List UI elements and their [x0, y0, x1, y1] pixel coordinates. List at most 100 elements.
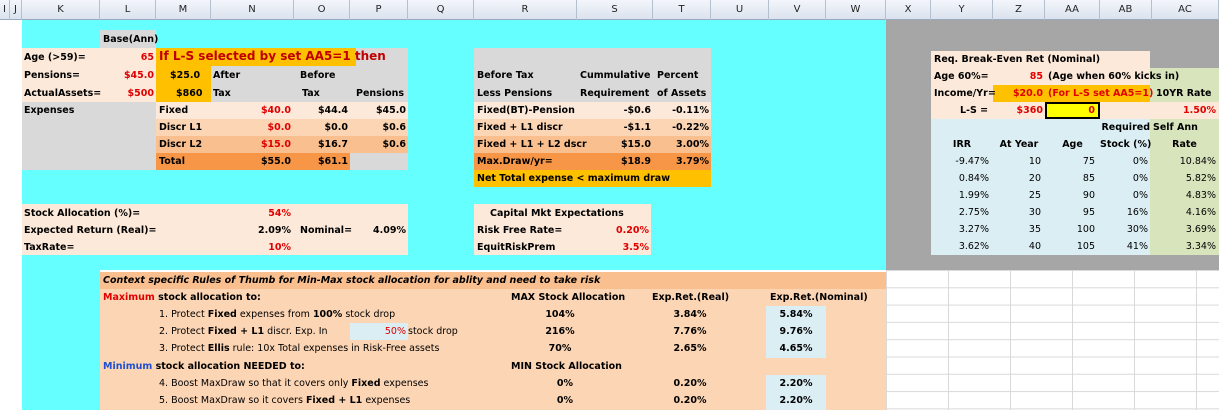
- col-self-ann: Self Ann: [1153, 122, 1198, 133]
- expense-l2-p: $0.6: [382, 139, 406, 150]
- mid-h2c: of Assets: [657, 88, 707, 99]
- rule-4-real: 0.20%: [673, 378, 707, 389]
- assets-value[interactable]: $500: [127, 88, 154, 99]
- col-exp-nominal: Exp.Ret.(Nominal): [770, 292, 868, 303]
- rule-3-b: Ellis: [207, 343, 230, 354]
- net-total-fill: [474, 170, 711, 187]
- rule-2-drop-pct[interactable]: 50%: [384, 326, 406, 337]
- expense-name-l1: Discr L1: [159, 122, 203, 133]
- expense-l2-n[interactable]: $15.0: [260, 139, 291, 150]
- rule-2-b: Fixed + L1: [207, 326, 265, 337]
- column-header-ac[interactable]: AC: [1152, 0, 1219, 20]
- expense-fixed-n[interactable]: $40.0: [260, 105, 291, 116]
- mid-row2-s: -$1.1: [623, 122, 651, 133]
- mid-row3-s: $15.0: [620, 139, 651, 150]
- irr-row-2: 0.84%: [958, 173, 989, 184]
- stock-row-3: 0%: [1132, 190, 1148, 201]
- row-l2-fill: [156, 136, 408, 153]
- erp-value[interactable]: 3.5%: [622, 242, 649, 253]
- stock-alloc-value[interactable]: 54%: [268, 208, 291, 219]
- column-header-x[interactable]: X: [886, 0, 931, 20]
- expense-name-fixed: Fixed: [159, 105, 189, 116]
- income-label: Income/Yr=: [934, 88, 996, 99]
- age-row-3: 90: [1082, 190, 1095, 201]
- income-value[interactable]: $20.0: [1012, 88, 1043, 99]
- col-max-stock: MAX Stock Allocation: [511, 292, 626, 303]
- rules-title: Context specific Rules of Thumb for Min-…: [103, 275, 601, 286]
- mid-row4-s: $18.9: [620, 156, 651, 167]
- column-header-z[interactable]: Z: [993, 0, 1045, 20]
- column-header-i[interactable]: I: [0, 0, 10, 20]
- right-title-fill: [931, 51, 1150, 68]
- column-header-s[interactable]: S: [577, 0, 653, 20]
- column-header-p[interactable]: P: [350, 0, 408, 20]
- rules-title-fill: [100, 272, 886, 289]
- year-row-5: 35: [1028, 224, 1041, 235]
- column-header-ab[interactable]: AB: [1100, 0, 1152, 20]
- capital-mkt-area: [474, 204, 651, 255]
- year-row-3: 25: [1028, 190, 1041, 201]
- age-value[interactable]: 65: [140, 52, 154, 63]
- rule-1-max: 104%: [545, 309, 575, 320]
- risk-free-value[interactable]: 0.20%: [616, 225, 649, 236]
- column-header-q[interactable]: Q: [408, 0, 474, 20]
- tax-rate-value[interactable]: 10%: [268, 242, 291, 253]
- column-header-l[interactable]: L: [100, 0, 156, 20]
- column-header-m[interactable]: M: [156, 0, 211, 20]
- rule-2-c: discr. Exp. In: [264, 326, 328, 337]
- assets-m-value: $860: [176, 88, 203, 99]
- rate-row-1: 10.84%: [1179, 156, 1216, 167]
- column-header-u[interactable]: U: [711, 0, 769, 20]
- expense-total-n: $55.0: [260, 156, 291, 167]
- expenses-label-area: [22, 102, 156, 170]
- ten-yr-value[interactable]: 1.50%: [1183, 105, 1216, 116]
- pensions-value[interactable]: $45.0: [123, 70, 154, 81]
- column-header-k[interactable]: K: [22, 0, 100, 20]
- ls-input-cell[interactable]: 0: [1045, 102, 1100, 119]
- expense-l1-n[interactable]: $0.0: [267, 122, 291, 133]
- nominal-value: 4.09%: [373, 225, 406, 236]
- expense-fixed-o: $44.4: [317, 105, 348, 116]
- stock-row-4: 16%: [1126, 207, 1148, 218]
- age60-value[interactable]: 85: [1029, 71, 1043, 82]
- left-margin-cells: [0, 20, 22, 410]
- column-header-n[interactable]: N: [211, 0, 294, 20]
- capital-mkt-title: Capital Mkt Expectations: [490, 208, 624, 219]
- column-header-w[interactable]: W: [826, 0, 886, 20]
- stock-alloc-label: Stock Allocation (%)=: [24, 208, 141, 219]
- expense-l1-p: $0.6: [382, 122, 406, 133]
- pensions-label: Pensions=: [24, 70, 80, 81]
- column-header-j[interactable]: J: [10, 0, 22, 20]
- income-note: (For L-S set AA5=1): [1048, 88, 1154, 99]
- rule-3-nominal: 4.65%: [779, 343, 813, 354]
- rule-4-text: 4. Boost MaxDraw so that it covers only …: [159, 375, 428, 392]
- nominal-col-fill-2: [766, 375, 826, 410]
- mid-row1-t: -0.11%: [672, 105, 709, 116]
- rate-row-4: 4.16%: [1185, 207, 1216, 218]
- rule-2-nominal: 9.76%: [779, 326, 813, 337]
- maximum-word: Maximum: [103, 292, 155, 303]
- mid-row1-fill: [474, 102, 711, 119]
- mid-row1-name: Fixed(BT)-Pension: [477, 105, 575, 116]
- row-total-gray: [350, 153, 408, 170]
- stock-row-1: 0%: [1132, 156, 1148, 167]
- row-total-fill: [156, 153, 350, 170]
- expense-fixed-p: $45.0: [375, 105, 406, 116]
- expense-name-total: Total: [159, 156, 185, 167]
- column-header-t[interactable]: T: [653, 0, 711, 20]
- rate-row-6: 3.34%: [1185, 241, 1216, 252]
- rule-5-real: 0.20%: [673, 395, 707, 406]
- column-header-v[interactable]: V: [769, 0, 826, 20]
- right-title: Req. Break-Even Ret (Nominal): [934, 54, 1101, 65]
- ten-yr-val-fill: [1150, 102, 1219, 119]
- column-header-y[interactable]: Y: [931, 0, 993, 20]
- col-irr: IRR: [952, 139, 972, 150]
- column-header-aa[interactable]: AA: [1045, 0, 1100, 20]
- year-row-6: 40: [1028, 241, 1041, 252]
- tax-rate-label: TaxRate=: [24, 242, 75, 253]
- column-header-o[interactable]: O: [294, 0, 350, 20]
- ten-yr-label: 10YR Rate: [1156, 88, 1212, 99]
- column-header-r[interactable]: R: [474, 0, 577, 20]
- rule-4-nominal: 2.20%: [779, 378, 813, 389]
- column-header-bar: I J K L M N O P Q R S T U V W X Y Z AA A…: [0, 0, 1219, 20]
